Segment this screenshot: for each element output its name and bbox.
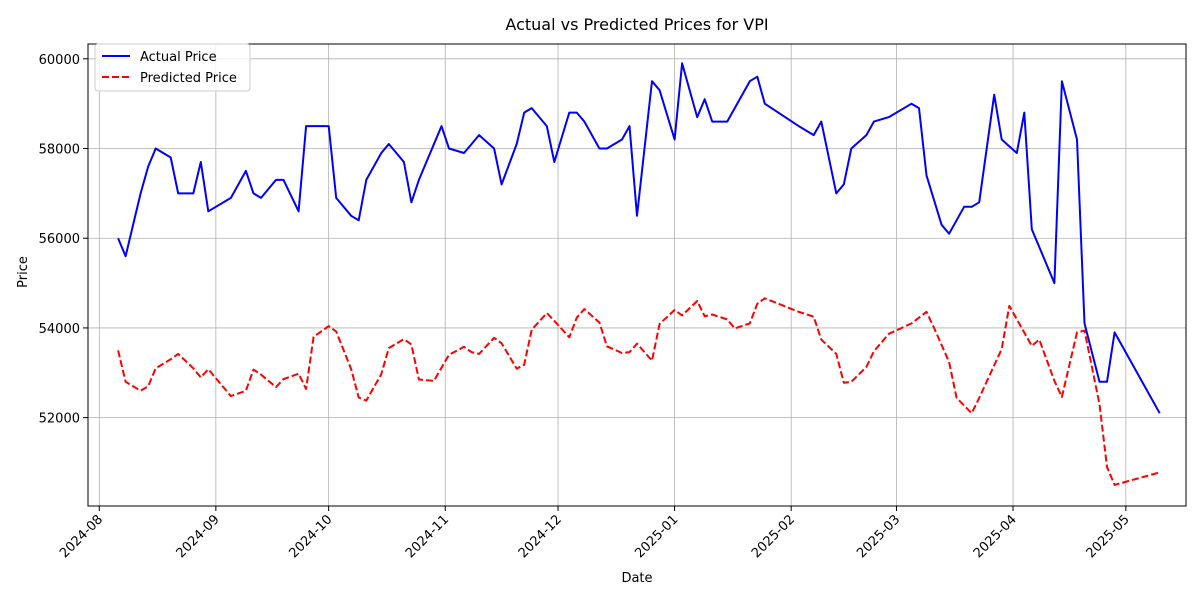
x-axis-label: Date [621,571,652,586]
plot-frame [87,43,1187,507]
y-tick-label: 52000 [39,412,80,427]
grid [88,44,1186,506]
y-tick-label: 60000 [39,53,80,68]
y-axis-label: Price [16,256,31,288]
legend-label: Predicted Price [140,71,237,86]
series-line-actual-price [117,62,1161,414]
legend: Actual Price Predicted Price [94,43,251,92]
y-tick-label: 58000 [39,143,80,158]
chart-title: Actual vs Predicted Prices for VPI [505,15,768,34]
legend-box [94,43,251,92]
y-tick-label: 54000 [39,322,80,337]
series-line-predicted-price [117,297,1160,486]
y-axis: 52000 54000 56000 58000 60000 [39,53,88,427]
y-tick-label: 56000 [39,232,80,247]
series-layer [117,62,1161,486]
legend-label: Actual Price [140,50,217,65]
